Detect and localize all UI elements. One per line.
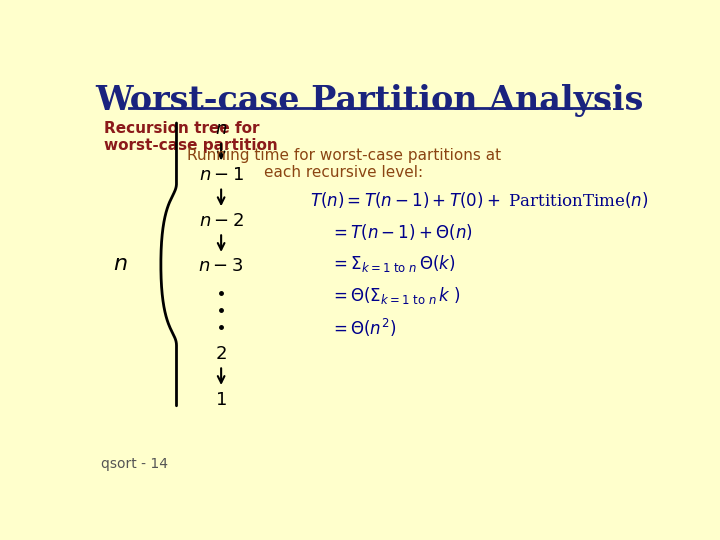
Text: $= \Theta(\Sigma_{k=1\ \mathrm{to}\ n}\, k\ )$: $= \Theta(\Sigma_{k=1\ \mathrm{to}\ n}\,… — [330, 286, 461, 307]
Text: $= T(n-1) + \Theta(n)$: $= T(n-1) + \Theta(n)$ — [330, 222, 472, 242]
Text: $= \Sigma_{k=1\ \mathrm{to}\ n}\,\Theta(k)$: $= \Sigma_{k=1\ \mathrm{to}\ n}\,\Theta(… — [330, 253, 456, 274]
Text: Running time for worst-case partitions at
each recursive level:: Running time for worst-case partitions a… — [186, 148, 501, 180]
Text: $n − 3$: $n − 3$ — [199, 258, 244, 275]
Text: qsort - 14: qsort - 14 — [101, 457, 168, 471]
Text: $T(n) = T(n-1) + T(0) +$ PartitionTime$(n)$: $T(n) = T(n-1) + T(0) +$ PartitionTime$(… — [310, 190, 649, 210]
Text: $= \Theta(n^2)$: $= \Theta(n^2)$ — [330, 317, 396, 339]
Text: Recursion tree for
worst-case partition: Recursion tree for worst-case partition — [104, 121, 278, 153]
Text: $n − 2$: $n − 2$ — [199, 212, 244, 230]
Text: $n$: $n$ — [215, 120, 228, 138]
Text: $2$: $2$ — [215, 345, 227, 363]
Text: $1$: $1$ — [215, 390, 227, 409]
Text: $n − 1$: $n − 1$ — [199, 166, 244, 184]
Text: Worst-case Partition Analysis: Worst-case Partition Analysis — [95, 84, 643, 117]
Text: $n$: $n$ — [113, 253, 128, 275]
